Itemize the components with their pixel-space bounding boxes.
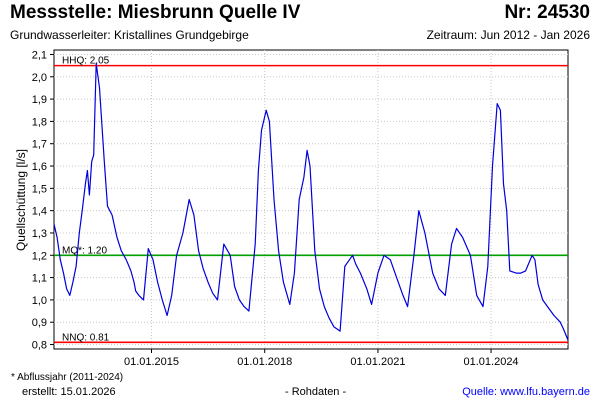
- y-tick-label: 2,0: [32, 72, 47, 84]
- y-tick-label: 1,9: [32, 94, 47, 106]
- y-tick-label: 1,3: [32, 228, 47, 240]
- chart-title: Messstelle: Miesbrunn Quelle IV: [10, 2, 301, 23]
- time-period: Zeitraum: Jun 2012 - Jan 2026: [426, 28, 590, 42]
- reference-label: HHQ: 2.05: [62, 56, 110, 67]
- y-tick-label: 1,6: [32, 161, 47, 173]
- source-link[interactable]: Quelle: www.lfu.bayern.de: [462, 386, 590, 398]
- series-layer: [53, 62, 569, 341]
- y-tick-label: 1,2: [32, 250, 47, 262]
- y-tick-label: 1,7: [32, 139, 47, 151]
- footnote: * Abflussjahr (2011-2024): [11, 372, 124, 383]
- x-tick-label: 01.01.2024: [464, 356, 519, 368]
- x-tick-label: 01.01.2018: [237, 356, 292, 368]
- y-tick-label: 2,1: [32, 49, 47, 61]
- reference-label: MQ*: 1.20: [62, 245, 107, 256]
- y-axis-label: Quellschüttung [l/s]: [14, 149, 28, 251]
- y-tick-label: 1,1: [32, 273, 47, 285]
- raw-data-note: - Rohdaten -: [285, 386, 347, 398]
- station-number: Nr: 24530: [504, 2, 590, 23]
- x-tick-label: 01.01.2015: [124, 356, 179, 368]
- y-tick-label: 1,0: [32, 295, 47, 307]
- plot-frame: [53, 49, 569, 350]
- y-axis: 2,1 2,0 1,9 1,8 1,7 1,6 1,5 1,4 1,3 1,2 1,1 1,0 0,9 0…: [32, 49, 54, 352]
- y-tick-label: 1,5: [32, 183, 47, 195]
- x-axis: 01.01.2015 01.01.2018 01.01.2021 01.01.2024: [124, 349, 519, 368]
- created-date: erstellt: 15.01.2026: [22, 386, 116, 398]
- y-tick-label: 1,4: [32, 206, 47, 218]
- series-line: [53, 62, 569, 341]
- y-tick-label: 0,9: [32, 317, 47, 329]
- chart-subtitle: Grundwasserleiter: Kristallines Grundgeb…: [10, 28, 249, 42]
- y-tick-label: 1,8: [32, 116, 47, 128]
- reference-lines: HHQ: 2.05 MQ*: 1.20 NNQ: 0.81: [54, 56, 568, 343]
- y-tick-label: 0,8: [32, 340, 47, 352]
- grid: [54, 50, 568, 349]
- reference-label: NNQ: 0.81: [62, 332, 110, 343]
- x-tick-label: 01.01.2021: [350, 356, 405, 368]
